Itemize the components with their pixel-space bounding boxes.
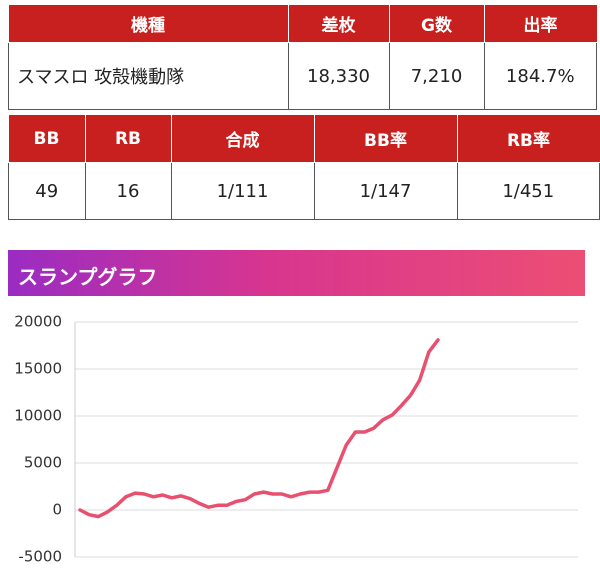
data-cell: 1/111 [170, 162, 315, 220]
result-table: 機種 差枚 G数 出率 スマスロ 攻殻機動隊 18,330 7,210 184.7% [8, 5, 597, 110]
header-cell: 合成 [170, 115, 315, 163]
y-tick-label: 5000 [24, 454, 62, 472]
section-title: スランプグラフ [18, 265, 158, 289]
header-cell: 差枚 [287, 5, 390, 43]
header-row: BB RB 合成 BB率 RB率 [8, 115, 600, 163]
chart: -5000 0 5000 10000 15000 20000 [14, 313, 578, 566]
header-cell: RB [84, 115, 172, 163]
data-cell: スマスロ 攻殻機動隊 [8, 42, 289, 110]
data-cell: 1/451 [456, 162, 600, 220]
header-cell: RB率 [456, 115, 600, 163]
data-cell: 184.7% [483, 42, 597, 110]
y-tick-label: -5000 [18, 548, 62, 566]
bonus-table: BB RB 合成 BB率 RB率 49 16 1/111 1/147 1/451 [8, 115, 600, 220]
data-cell: 7,210 [388, 42, 485, 110]
y-tick-label: 15000 [14, 360, 62, 378]
header-cell: G数 [388, 5, 485, 43]
y-tick-label: 10000 [14, 407, 62, 425]
section-banner: スランプグラフ [8, 250, 585, 296]
header-cell: BB率 [313, 115, 458, 163]
header-cell: BB [8, 115, 86, 163]
header-cell: 出率 [483, 5, 597, 43]
y-tick-label: 0 [52, 501, 62, 519]
y-tick-label: 20000 [14, 313, 62, 331]
data-cell: 1/147 [313, 162, 458, 220]
data-cell: 49 [8, 162, 86, 220]
data-cell: 16 [84, 162, 172, 220]
data-row: 49 16 1/111 1/147 1/451 [8, 162, 600, 220]
data-cell: 18,330 [287, 42, 390, 110]
header-row: 機種 差枚 G数 出率 [8, 5, 597, 43]
data-row: スマスロ 攻殻機動隊 18,330 7,210 184.7% [8, 42, 597, 110]
slump-line [78, 338, 440, 519]
header-cell: 機種 [8, 5, 289, 43]
